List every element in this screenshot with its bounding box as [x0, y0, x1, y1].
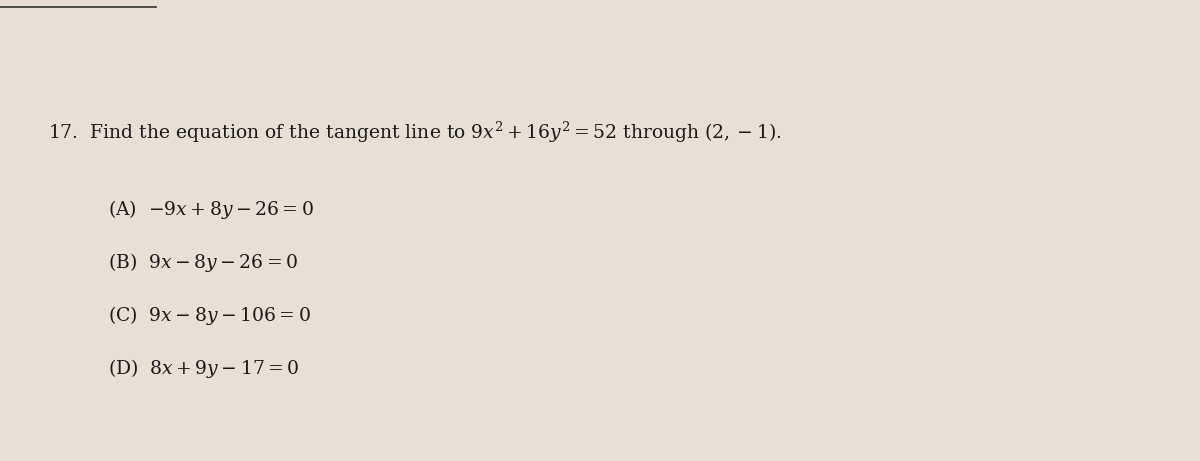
Text: (A)  $-9x + 8y - 26 = 0$: (A) $-9x + 8y - 26 = 0$ [108, 198, 314, 221]
Text: (C)  $9x - 8y - 106 = 0$: (C) $9x - 8y - 106 = 0$ [108, 304, 311, 327]
Text: (D)  $8x + 9y - 17 = 0$: (D) $8x + 9y - 17 = 0$ [108, 357, 300, 380]
Text: (B)  $9x - 8y - 26 = 0$: (B) $9x - 8y - 26 = 0$ [108, 251, 299, 274]
Text: 17.  Find the equation of the tangent line to $9x^2 + 16y^2 = 52$ through $(2, -: 17. Find the equation of the tangent lin… [48, 120, 781, 145]
